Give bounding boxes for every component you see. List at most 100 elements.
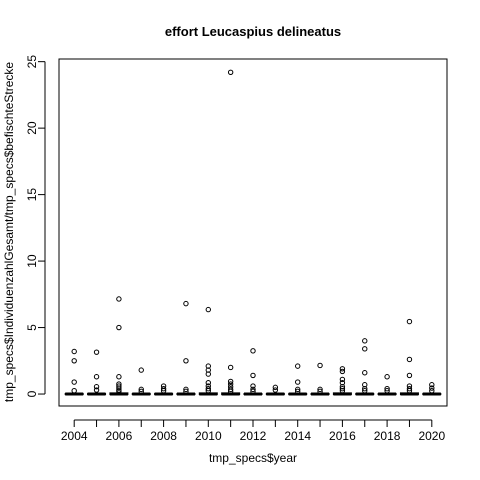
box-2019 bbox=[399, 318, 419, 396]
outlier-point bbox=[362, 386, 368, 392]
y-axis-label: tmp_specs$IndividuenzahlGesamt/tmp_specs… bbox=[2, 62, 16, 403]
box-2013 bbox=[265, 384, 285, 396]
outlier-point bbox=[272, 384, 279, 391]
outlier-point bbox=[160, 388, 167, 394]
outlier-point bbox=[205, 371, 211, 377]
outlier-point bbox=[227, 378, 234, 385]
outlier-point bbox=[227, 381, 234, 387]
y-tick-label: 10 bbox=[25, 254, 39, 268]
box-2007 bbox=[131, 367, 151, 396]
box-2009 bbox=[176, 300, 196, 396]
outlier-point bbox=[406, 318, 413, 325]
y-tick-label: 20 bbox=[25, 121, 39, 135]
box-2011 bbox=[221, 69, 241, 396]
outlier-point bbox=[250, 372, 256, 379]
outlier-point bbox=[295, 363, 301, 369]
outlier-point bbox=[362, 388, 368, 394]
outlier-point bbox=[250, 386, 256, 393]
outlier-point bbox=[250, 383, 256, 389]
outlier-point bbox=[429, 385, 435, 391]
outlier-point bbox=[384, 374, 390, 380]
chart-title: effort Leucaspius delineatus bbox=[165, 24, 341, 39]
outlier-point bbox=[93, 387, 100, 393]
x-tick-label: 2008 bbox=[150, 429, 177, 443]
x-tick-label: 2018 bbox=[374, 429, 401, 443]
outlier-point bbox=[160, 386, 167, 392]
x-tick-label: 2014 bbox=[284, 429, 311, 443]
x-tick-label: 2020 bbox=[418, 429, 445, 443]
outlier-point bbox=[227, 364, 234, 371]
box-2018 bbox=[377, 374, 397, 396]
outlier-point bbox=[339, 368, 346, 375]
x-axis: 2004 2006 2008 2010 2012 2014 2016 2018 2020 bbox=[61, 419, 445, 443]
x-axis-label: tmp_specs$year bbox=[209, 451, 297, 465]
outlier-point bbox=[116, 296, 122, 302]
outlier-point bbox=[429, 388, 435, 394]
y-tick-label: 5 bbox=[25, 324, 39, 331]
outlier-point bbox=[295, 386, 301, 393]
box-2005 bbox=[87, 349, 107, 396]
x-tick-label: 2016 bbox=[329, 429, 356, 443]
outlier-point bbox=[384, 388, 390, 394]
box-2010 bbox=[198, 306, 218, 396]
box-2008 bbox=[154, 383, 174, 396]
plot-area-border bbox=[58, 58, 448, 407]
outlier-point bbox=[138, 386, 144, 393]
outlier-point bbox=[339, 376, 346, 383]
outlier-point bbox=[406, 386, 413, 392]
outlier-point bbox=[183, 300, 189, 307]
y-axis: 0 5 10 15 20 25 bbox=[25, 55, 46, 397]
outlier-point bbox=[116, 385, 122, 391]
outlier-point bbox=[406, 356, 413, 363]
outlier-point bbox=[339, 386, 346, 392]
box-2016 bbox=[332, 366, 352, 396]
outlier-point bbox=[272, 387, 279, 393]
outlier-point bbox=[362, 338, 368, 344]
outlier-point bbox=[406, 388, 413, 394]
outlier-point bbox=[250, 348, 256, 354]
outlier-point bbox=[227, 388, 234, 395]
box-2004 bbox=[64, 348, 84, 396]
box-2014 bbox=[288, 363, 308, 396]
outlier-point bbox=[116, 388, 122, 395]
outlier-point bbox=[71, 379, 77, 385]
outlier-point bbox=[138, 367, 144, 373]
outlier-point bbox=[205, 380, 211, 386]
x-tick-label: 2010 bbox=[195, 429, 222, 443]
outlier-point bbox=[205, 386, 211, 392]
outlier-point bbox=[116, 374, 122, 380]
outlier-point bbox=[295, 379, 301, 385]
outlier-point bbox=[227, 386, 234, 393]
y-tick-label: 15 bbox=[25, 188, 39, 202]
box-2015 bbox=[310, 362, 330, 396]
box-2017 bbox=[355, 338, 375, 396]
outlier-point bbox=[183, 388, 189, 395]
outlier-point bbox=[138, 388, 144, 395]
outlier-point bbox=[116, 324, 122, 331]
x-tick-label: 2004 bbox=[61, 429, 88, 443]
outlier-point bbox=[183, 386, 189, 393]
outlier-point bbox=[250, 388, 256, 395]
x-tick-label: 2012 bbox=[240, 429, 267, 443]
outlier-point bbox=[205, 306, 211, 313]
outlier-point bbox=[317, 386, 323, 393]
outlier-point bbox=[71, 358, 77, 364]
outlier-point bbox=[317, 362, 323, 369]
y-tick-label: 0 bbox=[25, 390, 39, 397]
outlier-point bbox=[362, 370, 368, 376]
boxes bbox=[64, 69, 442, 396]
box-2012 bbox=[243, 348, 263, 396]
box-2020 bbox=[422, 382, 442, 396]
outlier-point bbox=[183, 358, 189, 364]
outlier-point bbox=[384, 386, 390, 392]
x-tick-label: 2006 bbox=[106, 429, 133, 443]
outlier-point bbox=[93, 374, 100, 380]
outlier-point bbox=[205, 388, 211, 394]
outlier-point bbox=[93, 384, 100, 390]
outlier-point bbox=[362, 346, 368, 352]
outlier-point bbox=[93, 349, 100, 355]
outlier-point bbox=[339, 388, 346, 394]
outlier-point bbox=[339, 366, 346, 372]
outlier-point bbox=[227, 69, 234, 75]
